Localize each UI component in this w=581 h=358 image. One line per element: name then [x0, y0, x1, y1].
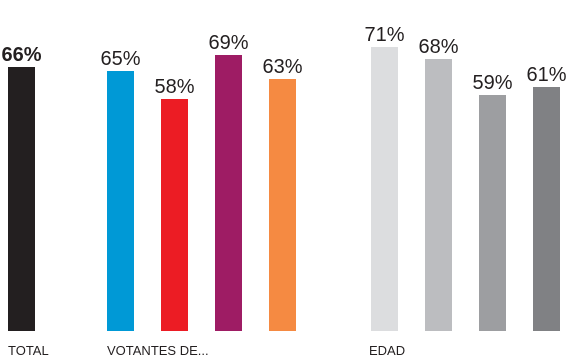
- bar-value-label-2-3: 61%: [526, 64, 566, 86]
- bar-1-3: [269, 79, 296, 331]
- bar-value-label-1-0: 65%: [100, 48, 140, 70]
- bar-value-label-0-0: 66%: [1, 44, 41, 66]
- bar-value-label-1-1: 58%: [154, 76, 194, 98]
- bar-value-label-2-0: 71%: [364, 24, 404, 46]
- bar-2-2: [479, 95, 506, 331]
- bar-value-label-1-2: 69%: [208, 32, 248, 54]
- group-label-2: EDAD: [369, 343, 405, 358]
- bar-value-label-1-3: 63%: [262, 56, 302, 78]
- bar-value-label-2-2: 59%: [472, 72, 512, 94]
- bar-1-0: [107, 71, 134, 331]
- bar-1-1: [161, 99, 188, 331]
- group-label-1: VOTANTES DE...: [107, 343, 209, 358]
- bar-0-0: [8, 67, 35, 331]
- group-label-0: TOTAL: [8, 343, 49, 358]
- bar-2-1: [425, 59, 452, 331]
- bar-2-3: [533, 87, 560, 331]
- bar-2-0: [371, 47, 398, 331]
- bar-1-2: [215, 55, 242, 331]
- bar-value-label-2-1: 68%: [418, 36, 458, 58]
